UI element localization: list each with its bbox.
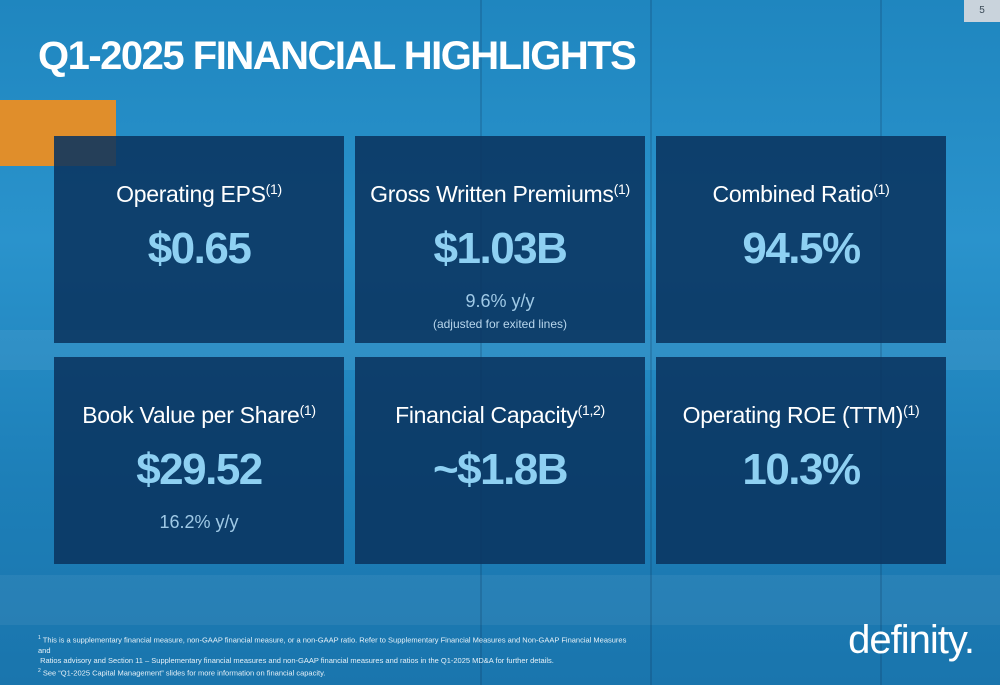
footnote-2: 2 See “Q1-2025 Capital Management” slide…: [38, 667, 326, 678]
card-operating-roe: Operating ROE (TTM)(1) 10.3%: [656, 357, 946, 564]
background-band: [0, 575, 1000, 625]
card-operating-eps: Operating EPS(1) $0.65: [54, 136, 344, 343]
page-title: Q1-2025 FINANCIAL HIGHLIGHTS: [38, 34, 637, 78]
card-value: $29.52: [136, 445, 263, 494]
card-financial-capacity: Financial Capacity(1,2) ~$1.8B: [355, 357, 645, 564]
card-label: Combined Ratio(1): [712, 181, 890, 207]
card-value: ~$1.8B: [432, 445, 569, 494]
card-value: $1.03B: [433, 224, 568, 273]
card-change: 16.2% y/y: [159, 512, 239, 532]
card-label: Operating ROE (TTM)(1): [682, 402, 920, 428]
card-book-value-per-share: Book Value per Share(1) $29.52 16.2% y/y: [54, 357, 344, 564]
footnote-1-continued: Ratios advisory and Section 11 – Supplem…: [40, 655, 554, 665]
footnotes: 1 This is a supplementary financial meas…: [38, 633, 638, 678]
card-label: Book Value per Share(1): [82, 402, 316, 428]
background-column: [650, 0, 652, 685]
card-change: 9.6% y/y: [465, 291, 535, 311]
card-value: $0.65: [147, 224, 252, 273]
card-gross-written-premiums: Gross Written Premiums(1) $1.03B 9.6% y/…: [355, 136, 645, 343]
page-number: 5: [964, 0, 1000, 22]
card-value: 10.3%: [742, 445, 861, 494]
card-value: 94.5%: [742, 224, 861, 273]
card-combined-ratio: Combined Ratio(1) 94.5%: [656, 136, 946, 343]
card-label: Financial Capacity(1,2): [395, 402, 605, 428]
card-label: Operating EPS(1): [116, 181, 282, 207]
card-label: Gross Written Premiums(1): [370, 181, 630, 207]
definity-logo: definity.: [848, 618, 975, 662]
footnote-1: 1 This is a supplementary financial meas…: [38, 635, 627, 655]
card-note: (adjusted for exited lines): [432, 317, 568, 331]
